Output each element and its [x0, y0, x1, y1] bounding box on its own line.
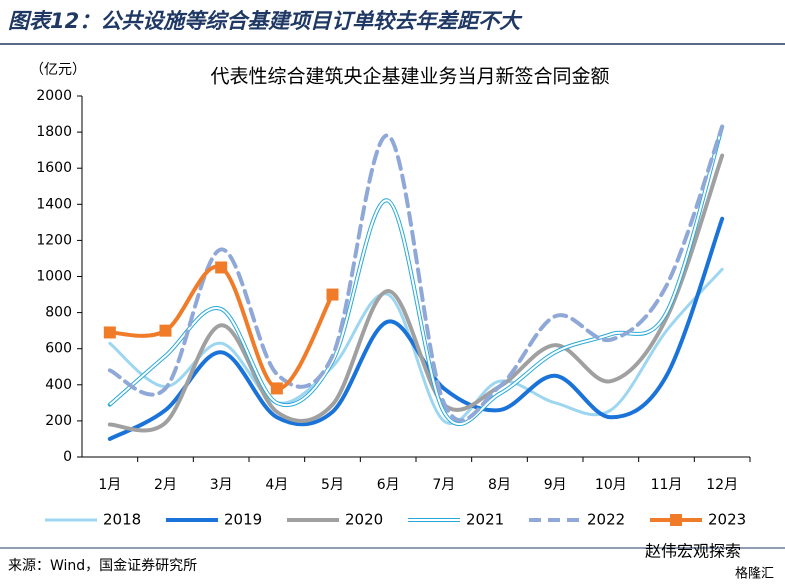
y-tick-label: 0 — [63, 449, 72, 465]
x-tick-label: 7月 — [432, 477, 455, 493]
y-tick-label: 2000 — [36, 88, 72, 104]
y-tick-label: 1800 — [36, 124, 72, 140]
x-tick-label: 1月 — [98, 477, 121, 493]
y-tick-label: 1600 — [36, 160, 72, 176]
y-tick-label: 200 — [45, 413, 72, 429]
series-line — [107, 124, 725, 423]
x-tick-label: 10月 — [595, 477, 627, 493]
legend-label: 2018 — [103, 511, 141, 529]
x-tick-label: 12月 — [706, 477, 738, 493]
legend-label: 2021 — [466, 511, 504, 529]
marker — [215, 261, 228, 274]
x-tick-label: 11月 — [651, 477, 683, 493]
x-tick-label: 3月 — [210, 477, 233, 493]
marker — [326, 288, 339, 301]
y-tick-label: 800 — [45, 305, 72, 321]
y-tick-label: 400 — [45, 377, 72, 393]
x-tick-label: 2月 — [154, 477, 177, 493]
watermark: 赵伟宏观探索 — [645, 542, 741, 561]
marker — [159, 324, 172, 337]
legend-label: 2019 — [224, 511, 262, 529]
legend-label: 2020 — [345, 511, 383, 529]
legend-label: 2022 — [587, 511, 625, 529]
y-tick-label: 1400 — [36, 196, 72, 212]
series-line — [107, 264, 335, 391]
header: 图表12：公共设施等综合基建项目订单较去年差距不大 — [8, 9, 523, 33]
x-tick-label: 9月 — [544, 477, 567, 493]
y-tick-label: 1200 — [36, 232, 72, 248]
y-tick-label: 1000 — [36, 269, 72, 285]
watermark2: 格隆汇 — [735, 566, 774, 582]
x-tick-label: 4月 — [265, 477, 288, 493]
marker — [270, 382, 283, 395]
source: 来源：Wind，国金证券研究所 — [8, 558, 197, 574]
y-axis-label: （亿元） — [30, 62, 86, 78]
legend-marker — [670, 514, 682, 526]
series-line — [108, 267, 724, 425]
x-tick-label: 8月 — [488, 477, 511, 493]
legend-label: 2023 — [708, 511, 746, 529]
series-line — [107, 153, 725, 433]
marker — [103, 326, 116, 339]
x-tick-label: 5月 — [321, 477, 344, 493]
y-tick-label: 600 — [45, 341, 72, 357]
x-tick-label: 6月 — [377, 477, 400, 493]
chart-title: 代表性综合建筑央企基建业务当月新签合同金额 — [210, 66, 609, 88]
